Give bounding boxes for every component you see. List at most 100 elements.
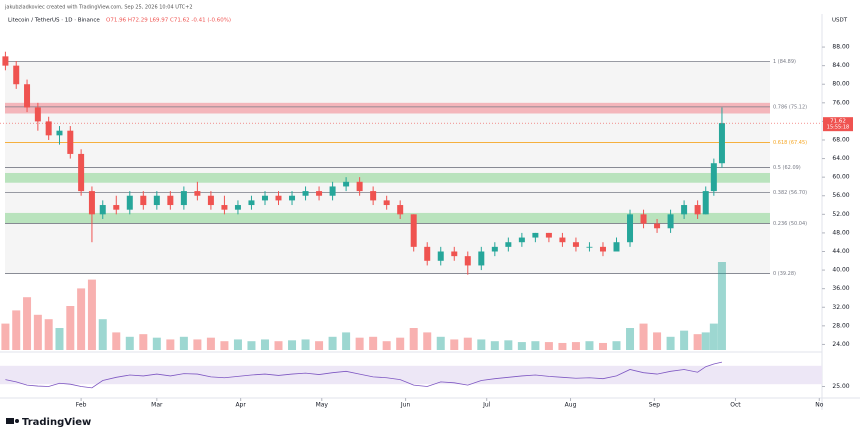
candle-body bbox=[289, 195, 296, 201]
volume-bar bbox=[701, 332, 710, 350]
candle-body bbox=[505, 242, 512, 247]
volume-bar bbox=[66, 306, 75, 350]
volume-bar bbox=[612, 341, 621, 350]
volume-bar bbox=[12, 310, 21, 350]
candle-body bbox=[356, 181, 363, 192]
candle-body bbox=[140, 195, 147, 206]
volume-bar bbox=[544, 342, 553, 350]
y-tick-label: 76.00 bbox=[832, 99, 849, 106]
zone bbox=[5, 212, 770, 224]
candle-body bbox=[343, 181, 350, 187]
x-tick-label: Oct bbox=[730, 402, 741, 409]
volume-bar bbox=[490, 341, 499, 350]
candle-body bbox=[194, 191, 201, 196]
credit: jakubzladkoviec created with TradingView… bbox=[4, 5, 193, 11]
volume-bar bbox=[531, 341, 540, 350]
y-tick-label: 52.00 bbox=[832, 211, 849, 218]
volume-bar bbox=[409, 328, 418, 350]
volume-bar bbox=[315, 341, 324, 350]
candle-body bbox=[221, 205, 228, 210]
countdown: 15:55:18 bbox=[827, 125, 849, 131]
y-tick-label: 64.00 bbox=[832, 155, 849, 162]
candle-body bbox=[316, 191, 323, 196]
candle-body bbox=[702, 191, 709, 215]
x-tick-label: Mar bbox=[151, 402, 163, 409]
logo-mark bbox=[6, 418, 14, 424]
candle-body bbox=[464, 256, 471, 266]
volume-bar bbox=[125, 336, 134, 350]
volume-bar bbox=[23, 297, 32, 350]
volume-bar bbox=[717, 262, 726, 350]
candle-body bbox=[640, 214, 647, 224]
candle-body bbox=[694, 205, 701, 215]
volume-bar bbox=[193, 339, 202, 350]
y-tick-label: 56.00 bbox=[832, 192, 849, 199]
candle-body bbox=[599, 246, 606, 252]
y-tick-label: 60.00 bbox=[832, 174, 849, 181]
y-tick-label: 88.00 bbox=[832, 44, 849, 51]
candle-body bbox=[654, 223, 661, 229]
volume-bar bbox=[247, 341, 256, 350]
volume-bar bbox=[639, 323, 648, 350]
volume-bar bbox=[274, 341, 283, 350]
volume-bar bbox=[693, 334, 702, 350]
volume-bar bbox=[517, 342, 526, 350]
candle-body bbox=[113, 205, 120, 210]
candle-body bbox=[78, 153, 85, 192]
volume-bar bbox=[152, 337, 161, 350]
volume-bar bbox=[653, 332, 662, 350]
candle-body bbox=[424, 246, 431, 261]
volume-bar bbox=[666, 336, 675, 350]
volume-bar bbox=[626, 328, 635, 350]
volume-bar bbox=[585, 341, 594, 350]
candle-body bbox=[518, 237, 525, 243]
volume-bar bbox=[558, 342, 567, 350]
candle-body bbox=[56, 130, 63, 136]
y-tick-label: 40.00 bbox=[832, 267, 849, 274]
volume-bar bbox=[55, 328, 64, 350]
candle-body bbox=[45, 121, 52, 136]
volume-bar bbox=[288, 340, 297, 350]
volume-bar bbox=[436, 336, 445, 350]
last-price-label: 71.62 bbox=[830, 119, 846, 125]
candle-body bbox=[13, 65, 20, 85]
ohlc: O71.96 H72.29 L69.97 C71.62 -0.41 (-0.60… bbox=[106, 18, 231, 24]
candle-body bbox=[559, 237, 566, 243]
candle-body bbox=[627, 214, 634, 243]
volume-bar bbox=[369, 336, 378, 350]
logo-dot bbox=[15, 419, 19, 423]
symbol: Litecoin / TetherUS · 1D · Binance bbox=[8, 18, 100, 24]
candle-body bbox=[24, 84, 31, 108]
volume-bar bbox=[301, 339, 310, 350]
volume-bar bbox=[1, 323, 10, 350]
rsi-line bbox=[5, 361, 723, 389]
candle-body bbox=[67, 130, 74, 154]
y-tick-label: 84.00 bbox=[832, 62, 849, 69]
y-tick-label: 80.00 bbox=[832, 81, 849, 88]
candle-body bbox=[234, 205, 241, 210]
candle-body bbox=[410, 214, 417, 247]
candle-body bbox=[681, 205, 688, 215]
candle-body bbox=[207, 195, 214, 206]
candle-body bbox=[275, 195, 282, 201]
y-tick-label: 36.00 bbox=[832, 285, 849, 292]
y-tick-label: 68.00 bbox=[832, 136, 849, 143]
candle-body bbox=[718, 123, 725, 164]
volume-bar bbox=[355, 337, 364, 350]
candle-body bbox=[99, 205, 106, 215]
volume-bar bbox=[260, 339, 269, 350]
volume-bar bbox=[77, 288, 86, 350]
y-tick-label: 32.00 bbox=[832, 304, 849, 311]
volume-bar bbox=[206, 337, 215, 350]
fib-label: 0.382 (56.70) bbox=[773, 190, 807, 196]
currency: USDT bbox=[832, 18, 848, 24]
candle-body bbox=[586, 246, 593, 248]
candle-body bbox=[491, 246, 498, 252]
x-tick-label: Feb bbox=[76, 402, 87, 409]
volume-bar bbox=[87, 279, 96, 350]
fib-label: 0.5 (62.09) bbox=[773, 165, 801, 171]
zone bbox=[5, 172, 770, 183]
last-price-box bbox=[823, 117, 853, 132]
fib-label: 0.236 (50.04) bbox=[773, 221, 807, 227]
